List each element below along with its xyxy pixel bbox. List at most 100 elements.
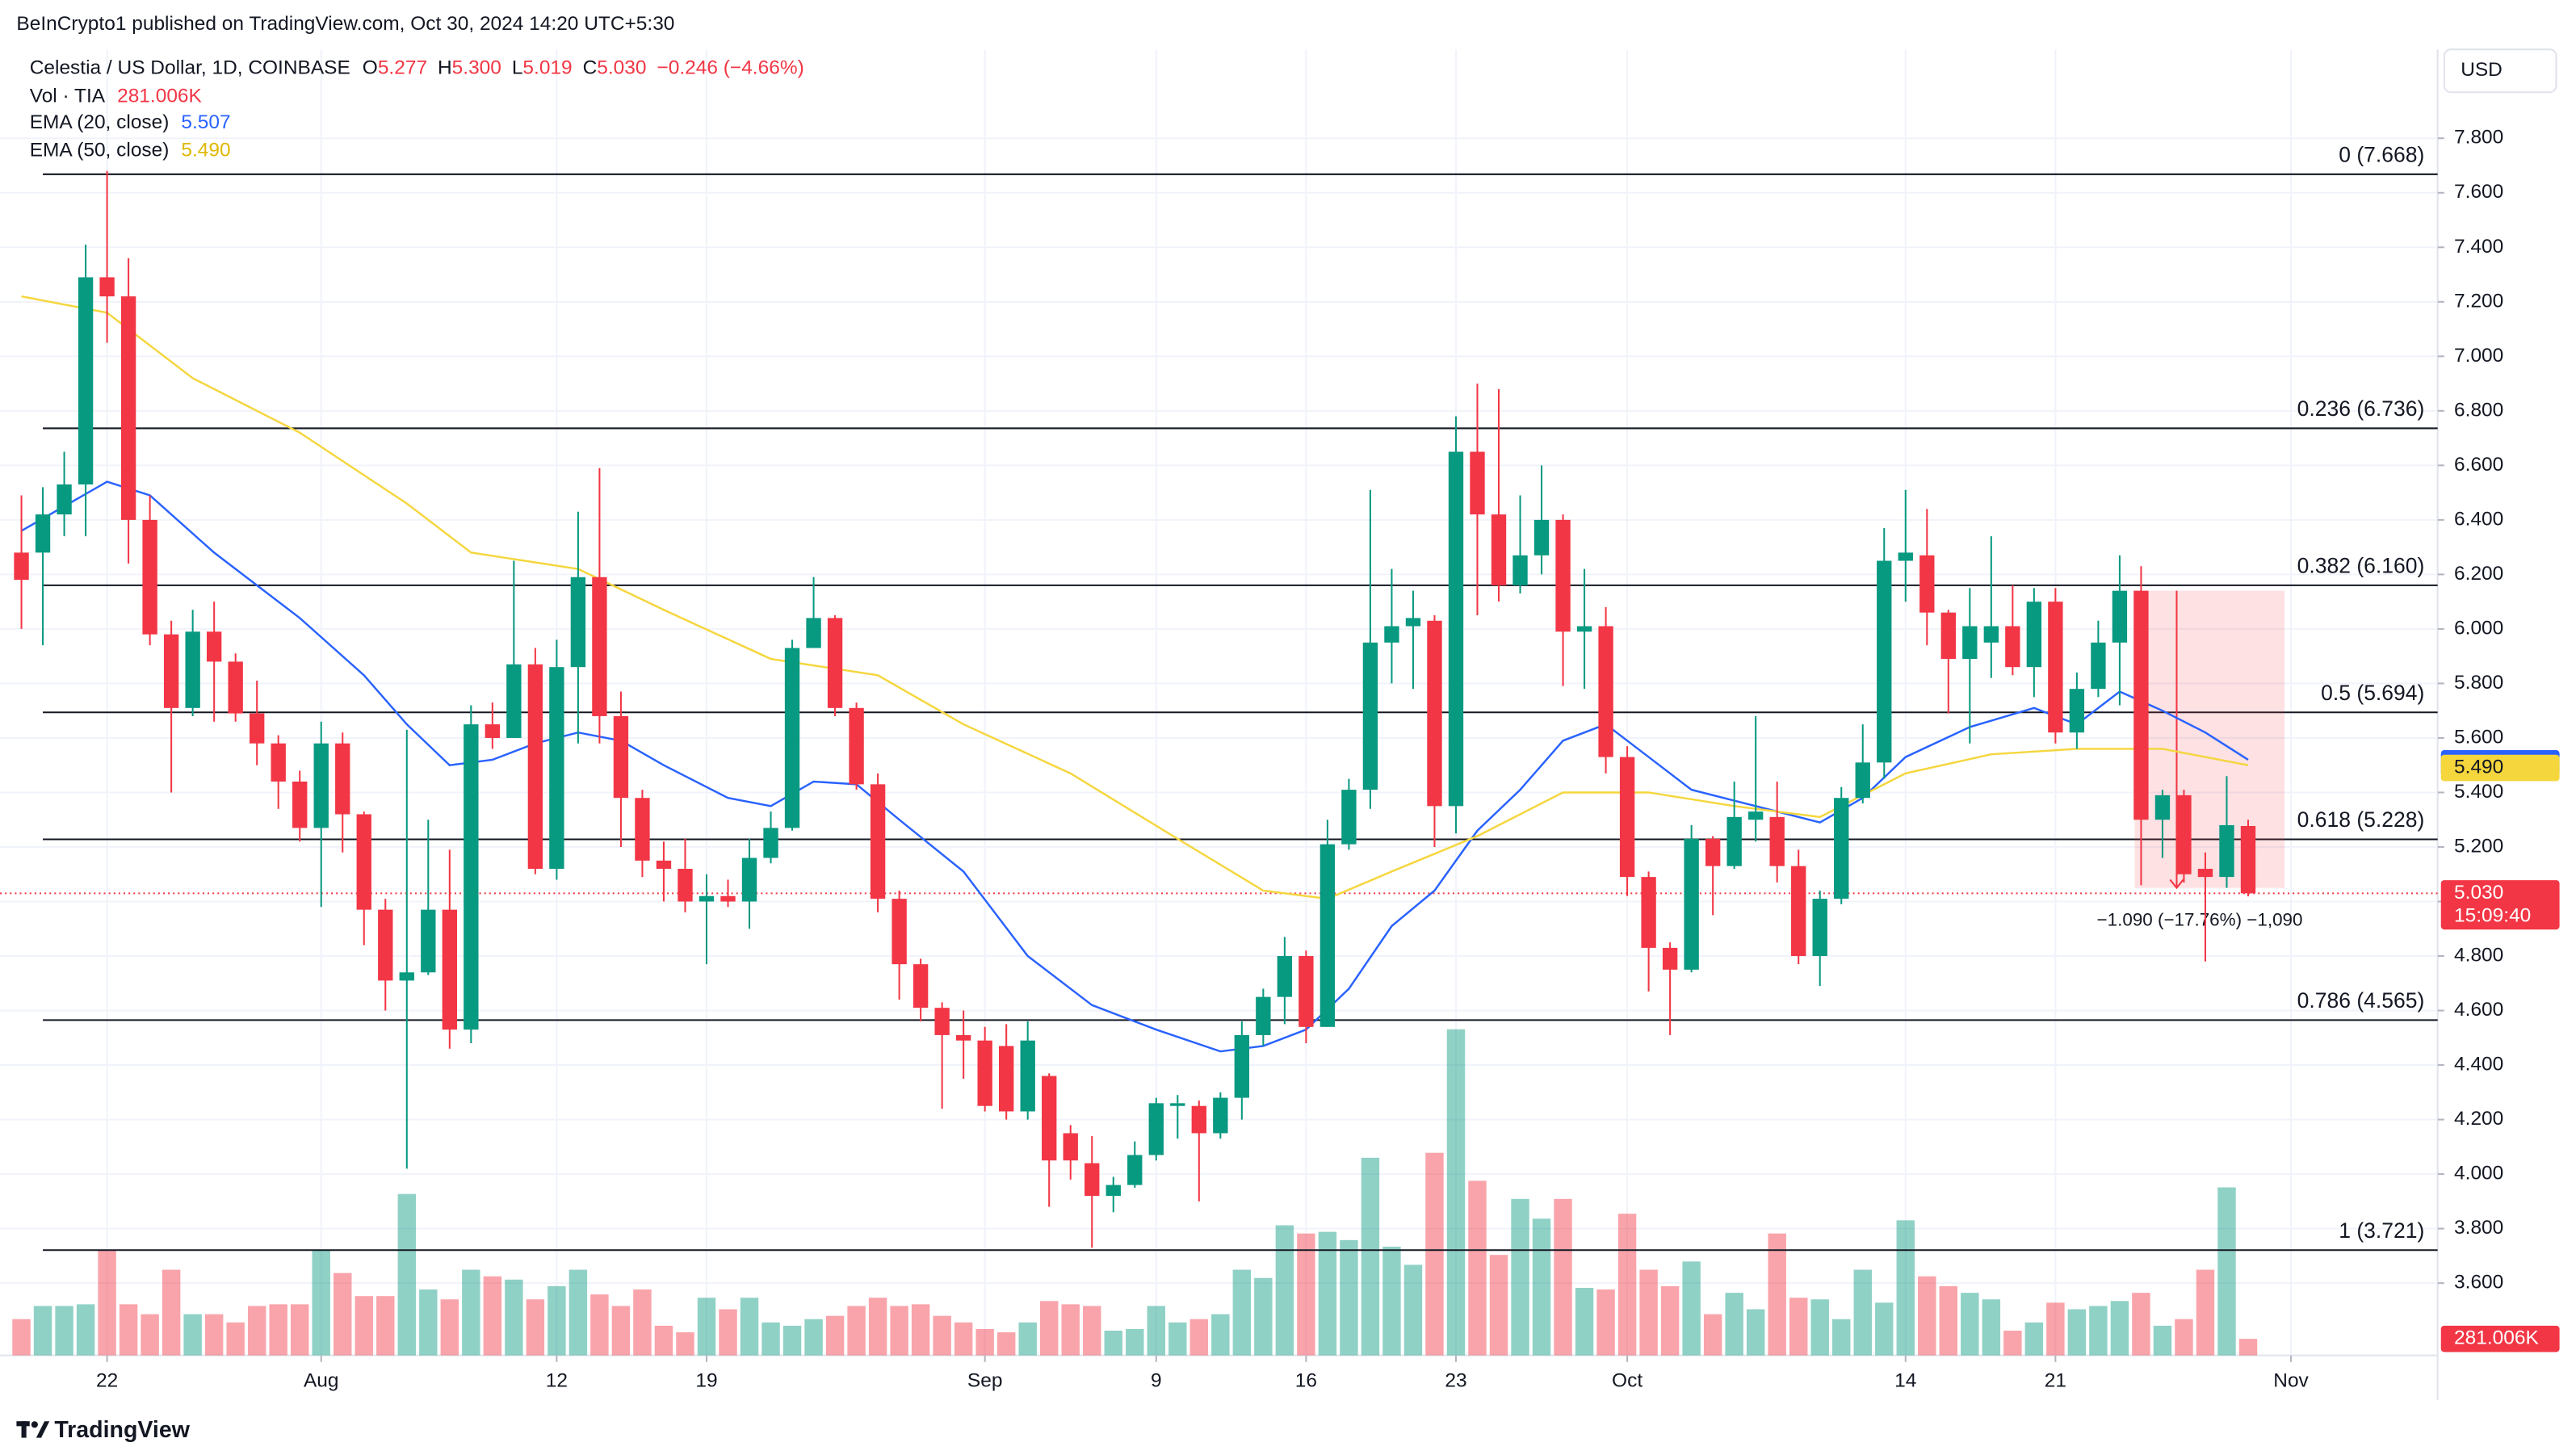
legend-ema20: EMA (20, close) 5.507	[30, 111, 231, 133]
candle-body	[442, 909, 457, 1030]
candle-body	[1641, 877, 1656, 948]
candle-body	[1877, 560, 1892, 763]
candle-body	[806, 618, 821, 648]
y-tick-label: 3.600	[2454, 1272, 2503, 1294]
fib-label: 0.382 (6.160)	[2297, 553, 2425, 577]
candle-body	[1769, 816, 1785, 866]
volume-name: Vol · TIA	[30, 86, 106, 107]
ema-value: 5.507	[181, 111, 230, 133]
x-tick-label: 14	[1894, 1370, 1916, 1392]
y-tick-label: 3.800	[2454, 1217, 2503, 1239]
volume-bar	[397, 1193, 417, 1356]
volume-bar	[568, 1269, 588, 1356]
y-tick-label: 7.600	[2454, 181, 2503, 203]
volume-bar	[1275, 1225, 1294, 1356]
ohlc-key: O	[363, 57, 378, 79]
volume-bar	[1083, 1306, 1101, 1356]
candle-body	[570, 577, 586, 668]
candle-body	[1341, 790, 1357, 845]
currency-button[interactable]	[2443, 48, 2557, 94]
candle-body	[549, 667, 564, 869]
fib-label: 0.618 (5.228)	[2297, 807, 2425, 832]
axes: 3.6003.8004.0004.2004.4004.6004.8005.000…	[96, 127, 2560, 1392]
y-tick-label: 5.200	[2454, 835, 2503, 857]
volume-bar	[933, 1315, 951, 1356]
candle-body	[1919, 555, 1935, 613]
volume-bar	[269, 1304, 287, 1356]
volume-bar	[1768, 1233, 1786, 1356]
logo-part	[31, 1421, 38, 1428]
volume-bar	[1896, 1220, 1915, 1356]
candle-body	[1834, 798, 1849, 899]
ohlc-key: H	[438, 57, 452, 79]
fib-label: 0.786 (4.565)	[2297, 988, 2425, 1013]
measure-box	[2134, 590, 2285, 888]
candle-body	[1170, 1103, 1185, 1106]
y-tick-label: 4.400	[2454, 1054, 2503, 1076]
ohlc-value: 5.300	[452, 57, 501, 79]
volume-bar	[1018, 1322, 1037, 1356]
volume-bar	[590, 1294, 609, 1356]
volume-bar	[1939, 1285, 1958, 1356]
candles	[14, 170, 2256, 1248]
volume-bar	[1489, 1255, 1508, 1356]
volume-bar	[1725, 1293, 1743, 1356]
volume-bar	[119, 1304, 138, 1356]
volume-bar	[1682, 1261, 1701, 1356]
candle-body	[1726, 816, 1742, 866]
x-tick-label: Aug	[304, 1370, 339, 1392]
volume-bar	[954, 1322, 973, 1356]
candle-body	[1898, 552, 1913, 561]
volume-bar	[2110, 1301, 2129, 1356]
candle-body	[1148, 1103, 1164, 1155]
volume-bar	[911, 1304, 930, 1356]
volume-bar	[1403, 1264, 1423, 1356]
candle-body	[955, 1034, 971, 1041]
volume-bar	[1297, 1233, 1315, 1356]
publisher: BeInCrypto1 published on TradingView.com…	[16, 13, 674, 35]
candle-body	[1470, 451, 1485, 515]
legend-volume: Vol · TIA 281.006K	[30, 86, 203, 107]
volume-bar	[611, 1306, 631, 1356]
ohlc-value: 5.277	[378, 57, 427, 79]
change: −0.246 (−4.66%)	[657, 57, 803, 79]
volume-bar	[1746, 1309, 1765, 1356]
countdown: 15:09:40	[2454, 904, 2531, 926]
candle-body	[1256, 996, 1271, 1035]
measure-label: −1.090 (−17.76%) −1,090	[2097, 909, 2303, 929]
candle-body	[1213, 1097, 1228, 1134]
fib-label: 0 (7.668)	[2339, 142, 2424, 166]
ema50-badge-box	[2440, 754, 2560, 782]
x-tick-label: 12	[546, 1370, 568, 1392]
x-tick-label: Nov	[2273, 1370, 2309, 1392]
x-tick-label: 19	[695, 1370, 717, 1392]
currency[interactable]: USD	[2461, 59, 2503, 81]
candle-body	[14, 552, 29, 581]
volume-bar	[2024, 1322, 2044, 1356]
candle-body	[1491, 514, 1507, 585]
volume-bar	[204, 1314, 224, 1356]
ema-name: EMA (20, close)	[30, 111, 170, 133]
candle-body	[2133, 590, 2149, 820]
volume-bar	[975, 1328, 994, 1356]
volume-bar	[1961, 1293, 1979, 1356]
candle-body	[913, 964, 929, 1008]
volume-bar	[55, 1306, 73, 1356]
last-price-badge-box	[2440, 880, 2560, 930]
volume-bar	[1918, 1276, 1936, 1356]
candle-body	[35, 514, 51, 553]
candle-body	[250, 713, 265, 744]
candle-body	[2048, 602, 2063, 733]
candle-body	[1855, 762, 1870, 799]
volume-bar	[291, 1304, 309, 1356]
ema-line	[21, 295, 2249, 900]
ema-name: EMA (50, close)	[30, 140, 170, 161]
y-tick-label: 6.200	[2454, 563, 2503, 585]
brand: TradingView	[54, 1417, 190, 1443]
candle-body	[2176, 795, 2192, 874]
volume-bar	[548, 1285, 566, 1356]
candle-body	[228, 661, 243, 714]
candle-body	[784, 648, 800, 828]
ohlc-key: C	[583, 57, 598, 79]
volume-bar	[1875, 1302, 1894, 1356]
